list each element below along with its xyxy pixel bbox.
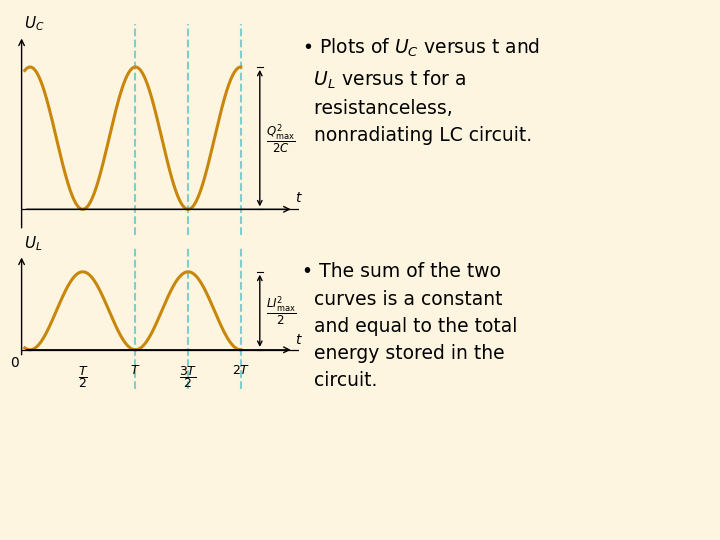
- Text: $t$: $t$: [294, 334, 302, 347]
- Text: $\dfrac{Q^2_{\mathrm{max}}}{2C}$: $\dfrac{Q^2_{\mathrm{max}}}{2C}$: [266, 122, 296, 154]
- Text: $U_C$: $U_C$: [24, 14, 44, 33]
- Text: $2T$: $2T$: [232, 364, 250, 377]
- Text: $\dfrac{T}{2}$: $\dfrac{T}{2}$: [78, 364, 88, 390]
- Text: $\dfrac{LI^2_{\mathrm{max}}}{2}$: $\dfrac{LI^2_{\mathrm{max}}}{2}$: [266, 294, 297, 327]
- Text: • Plots of $U_C$ versus t and
  $U_L$ versus t for a
  resistanceless,
  nonradi: • Plots of $U_C$ versus t and $U_L$ vers…: [302, 37, 541, 145]
- Text: $0$: $0$: [9, 356, 19, 370]
- Text: $t$: $t$: [294, 191, 302, 205]
- Text: $U_L$: $U_L$: [24, 234, 42, 253]
- Text: $\dfrac{3T}{2}$: $\dfrac{3T}{2}$: [179, 364, 197, 390]
- Text: • The sum of the two
  curves is a constant
  and equal to the total
  energy st: • The sum of the two curves is a constan…: [302, 262, 518, 390]
- Text: $T$: $T$: [130, 364, 140, 377]
